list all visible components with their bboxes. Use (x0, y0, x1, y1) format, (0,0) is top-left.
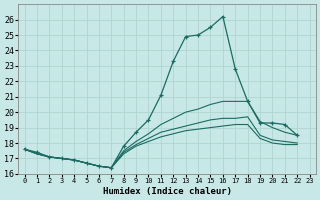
X-axis label: Humidex (Indice chaleur): Humidex (Indice chaleur) (103, 187, 232, 196)
